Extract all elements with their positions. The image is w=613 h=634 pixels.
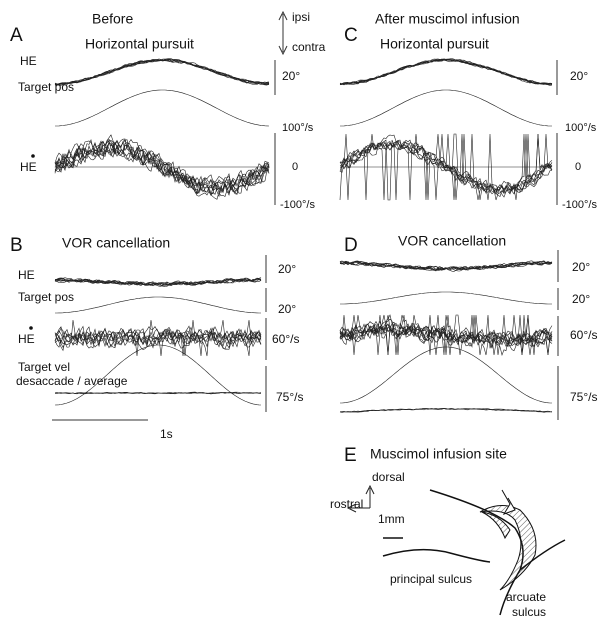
panel-title: VOR cancellation <box>62 235 170 251</box>
eye-velocity-trace <box>339 133 553 201</box>
target-trace <box>340 291 552 305</box>
target-trace <box>55 296 261 314</box>
scale-label: 60°/s <box>272 332 299 346</box>
eye-position-trace <box>339 59 553 85</box>
eye-position-trace <box>55 58 270 86</box>
panel-title: VOR cancellation <box>398 233 506 249</box>
scale-label: 20° <box>572 292 590 306</box>
eye-velocity-trace <box>339 314 553 357</box>
panel-subtitle: Horizontal pursuit <box>85 36 194 52</box>
panel-title: Muscimol infusion site <box>370 446 507 462</box>
traces <box>54 58 553 413</box>
scale-label: 75°/s <box>276 390 303 404</box>
sulcus-label: arcuate <box>506 590 546 604</box>
panel-letter: A <box>10 25 23 46</box>
sulcus-label: principal sulcus <box>390 572 472 586</box>
eye-position-trace <box>339 260 553 271</box>
row-label: desaccade / average <box>16 374 128 388</box>
scale-label: -100°/s <box>280 199 315 211</box>
row-label: HE <box>18 268 35 282</box>
axis-label: dorsal <box>372 470 405 484</box>
row-label: HE <box>20 160 37 174</box>
dot <box>31 154 35 158</box>
eye-velocity-trace <box>54 139 270 192</box>
eye-position-trace <box>54 277 262 286</box>
scale-label: 20° <box>278 262 296 276</box>
panel-title: After muscimol infusion <box>375 11 520 27</box>
scale-label: 20° <box>572 260 590 274</box>
eye-velocity-trace <box>54 140 270 195</box>
direction-label: contra <box>292 40 326 54</box>
eye-position-trace <box>339 58 553 85</box>
scale-label: 20° <box>278 302 296 316</box>
eye-position-trace <box>54 59 270 85</box>
scale-label: 100°/s <box>565 122 597 134</box>
eye-velocity-trace <box>54 319 262 349</box>
eye-velocity-trace <box>54 134 270 197</box>
row-label: Target pos <box>18 290 74 304</box>
eye-position-trace <box>54 277 262 287</box>
eye-position-trace <box>339 58 553 85</box>
sulcus <box>382 548 491 563</box>
time-label: 1s <box>160 427 173 441</box>
row-label: Target pos <box>18 80 74 94</box>
scale-label: -100°/s <box>562 199 597 211</box>
row-label: HE <box>20 54 37 68</box>
eye-velocity-trace <box>339 314 553 356</box>
scale-label: 0 <box>575 161 581 173</box>
panel-letter: B <box>10 235 23 256</box>
eye-position-trace <box>54 59 270 85</box>
scale-label: 100°/s <box>282 122 314 134</box>
pointer <box>501 489 516 515</box>
panel-letter: C <box>344 25 358 46</box>
sulcus-label: sulcus <box>512 605 546 619</box>
target-velocity-trace <box>340 346 552 404</box>
panel-subtitle: Horizontal pursuit <box>380 36 489 52</box>
eye-velocity-trace <box>339 314 553 356</box>
orientation-arrows <box>346 484 375 513</box>
eye-position-trace <box>339 58 553 86</box>
eye-position-trace <box>54 59 270 86</box>
desaccade-trace <box>54 391 262 395</box>
eye-velocity-trace <box>54 325 262 351</box>
eye-position-trace <box>340 58 553 85</box>
infusion-site <box>481 511 511 540</box>
target-trace <box>340 89 552 127</box>
panel-letter: D <box>344 235 358 256</box>
eye-velocity-trace <box>339 314 553 356</box>
eye-position-trace <box>54 58 270 86</box>
target-velocity-trace <box>54 344 262 406</box>
scale-label: 1mm <box>378 512 405 526</box>
axis-label: rostral <box>330 497 363 511</box>
scale-label: 20° <box>282 69 300 83</box>
arrow-heads <box>278 10 288 56</box>
desaccade-trace <box>339 407 553 413</box>
direction-label: ipsi <box>292 10 310 24</box>
row-label: HE <box>18 332 35 346</box>
eye-velocity-trace <box>54 319 262 357</box>
eye-position-trace <box>54 58 270 85</box>
eye-position-trace <box>339 58 553 85</box>
scale-label: 60°/s <box>570 328 597 342</box>
eye-velocity-trace <box>54 319 262 349</box>
infusion-site <box>479 505 537 591</box>
eye-position-trace <box>54 278 262 287</box>
scale-label: 0 <box>292 161 298 173</box>
scale-label: 75°/s <box>570 390 597 404</box>
dot <box>29 326 33 330</box>
eye-position-trace <box>54 58 270 86</box>
eye-velocity-trace <box>54 138 270 198</box>
scale-label: 20° <box>570 69 588 83</box>
panel-title: Before <box>92 11 133 27</box>
panel-letter: E <box>344 445 357 466</box>
eye-position-trace <box>339 58 553 86</box>
eye-position-trace <box>54 59 270 86</box>
target-trace <box>55 89 270 127</box>
row-label: Target vel <box>18 360 70 374</box>
eye-position-trace <box>339 59 553 85</box>
eye-velocity-trace <box>339 318 553 356</box>
